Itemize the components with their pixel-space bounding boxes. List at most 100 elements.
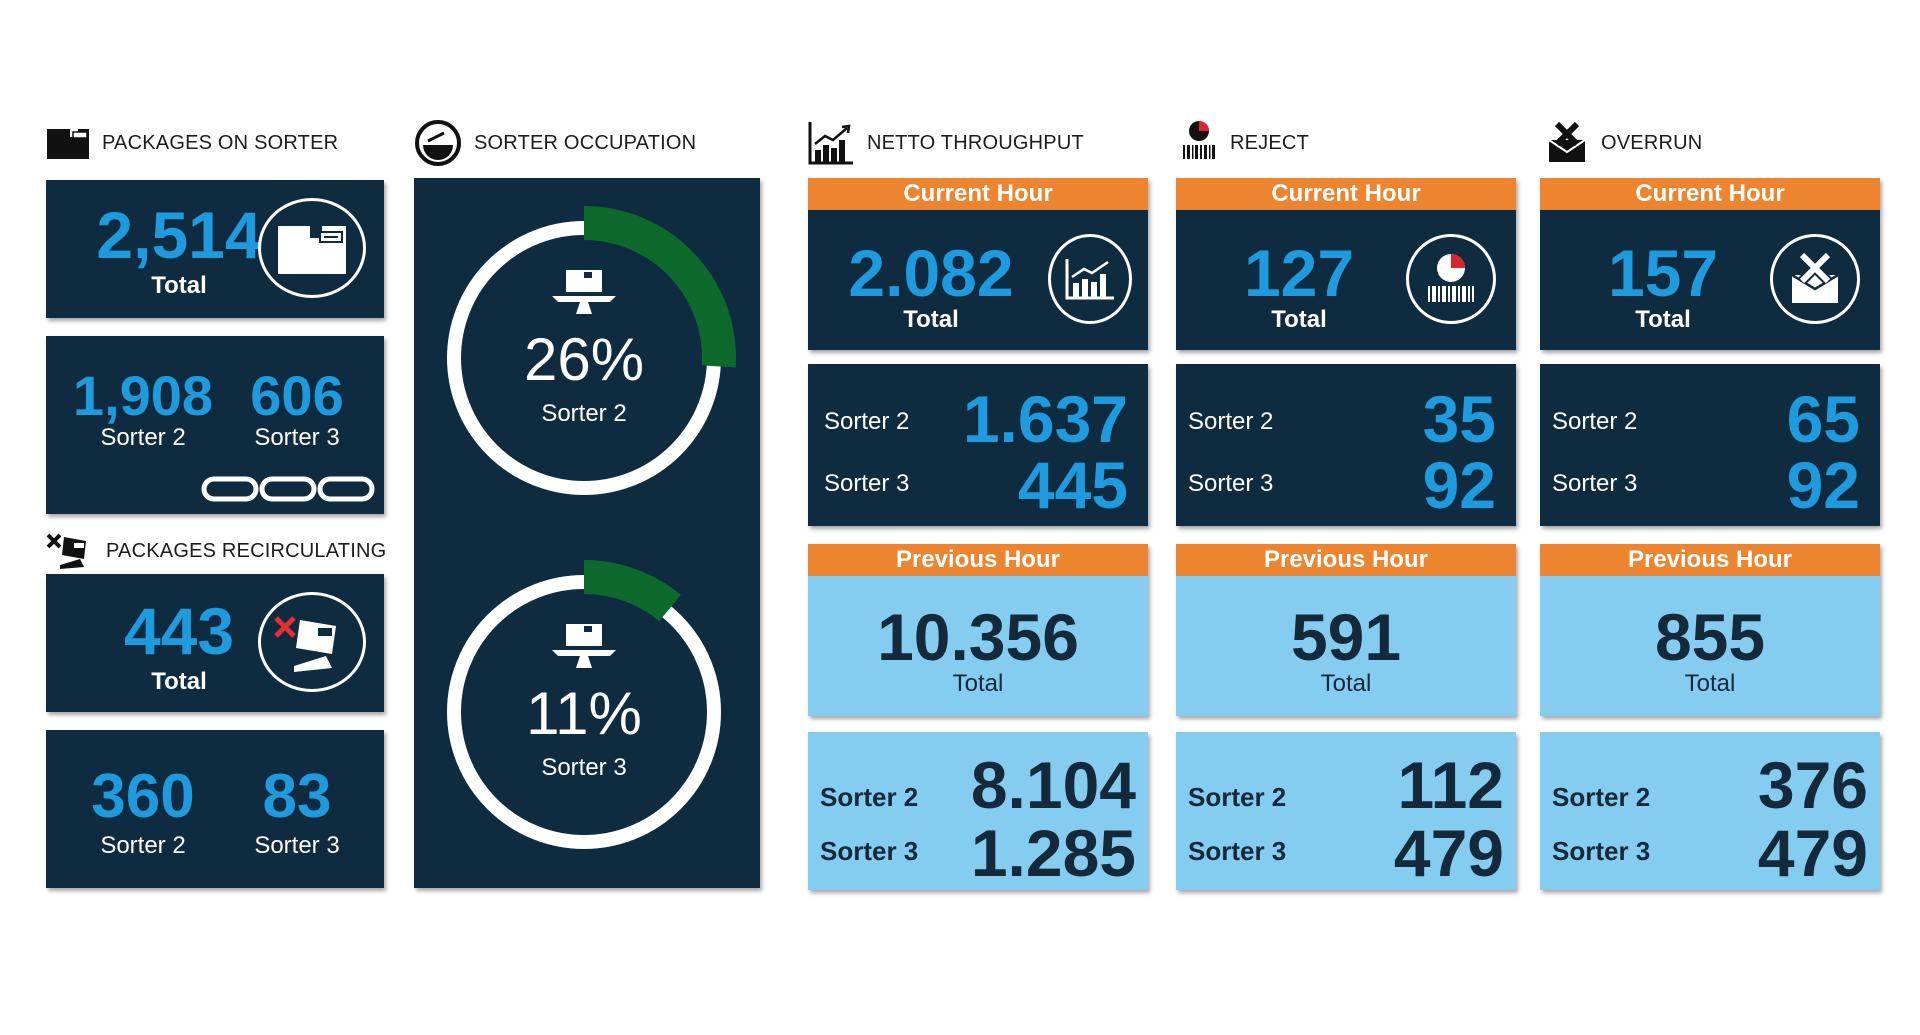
packages-sorter3-value: 606: [250, 364, 344, 427]
sorter-occupation-panel: 26% Sorter 2 11% Sorter 3: [414, 178, 760, 888]
reject-previous-title: Previous Hour: [1176, 544, 1516, 576]
reject-previous-s2-label: Sorter 2: [1188, 782, 1287, 812]
reject-previous-s2-value: 112: [1397, 748, 1504, 822]
netto-previous-total-label: Total: [952, 670, 1004, 697]
sorter3-occupation-percent: 11%: [526, 680, 642, 747]
netto-current-title: Current Hour: [808, 178, 1148, 210]
packages-sorter2-label: Sorter 2: [100, 424, 186, 451]
overrun-previous-s2-value: 376: [1757, 748, 1868, 822]
reject-current-panel: Current Hour 127 Total: [1176, 178, 1516, 350]
recirculating-total-panel: 443 Total: [46, 574, 384, 712]
netto-current-s3-value: 445: [1017, 448, 1128, 522]
overrun-previous-s3-value: 479: [1757, 816, 1868, 890]
recirculating-sorter3-label: Sorter 3: [254, 832, 340, 859]
sorter3-occupation-label: Sorter 3: [541, 754, 627, 781]
package-icon: [258, 198, 366, 298]
overrun-current-panel: Current Hour 157 Total: [1540, 178, 1880, 350]
throughput-icon: [1048, 234, 1132, 324]
reject-barcode-icon: [1183, 121, 1215, 159]
header-packages-recirculating: PACKAGES RECIRCULATING: [46, 528, 386, 574]
reject-previous-s3-label: Sorter 3: [1188, 836, 1287, 866]
sorter2-occupation-label: Sorter 2: [541, 400, 627, 427]
header-title: PACKAGES ON SORTER: [102, 131, 339, 154]
sorter-loop-icon: [201, 476, 375, 502]
overrun-previous-split-panel: Sorter 2 376 Sorter 3 479: [1540, 732, 1880, 890]
netto-current-total: 2.082: [848, 236, 1014, 310]
package-icon: [47, 129, 89, 159]
netto-previous-title: Previous Hour: [808, 544, 1148, 576]
recirculating-split-panel: 360 Sorter 2 83 Sorter 3: [46, 730, 384, 888]
overrun-current-split-panel: Sorter 2 65 Sorter 3 92: [1540, 364, 1880, 526]
packages-total-value: 2,514: [96, 198, 262, 272]
header-netto-throughput: NETTO THROUGHPUT: [807, 120, 1084, 166]
header-title: PACKAGES RECIRCULATING: [106, 539, 387, 562]
sorter3-icon: [552, 624, 616, 668]
netto-previous-s2-value: 8.104: [970, 748, 1136, 822]
reject-previous-s3-value: 479: [1393, 816, 1504, 890]
packages-on-sorter-total-panel: 2,514 Total: [46, 180, 384, 318]
packages-on-sorter-split-panel: 1,908 Sorter 2 606 Sorter 3: [46, 336, 384, 514]
packages-sorter2-value: 1,908: [72, 364, 214, 427]
recirculating-package-icon: [46, 533, 86, 569]
reject-previous-split-panel: Sorter 2 112 Sorter 3 479: [1176, 732, 1516, 890]
overrun-current-s3-label: Sorter 3: [1552, 470, 1638, 497]
netto-total-label: Total: [903, 306, 959, 333]
recirculating-sorter2-label: Sorter 2: [100, 832, 186, 859]
recirculating-total-value: 443: [123, 594, 235, 668]
netto-current-split-panel: Sorter 2 1.637 Sorter 3 445: [808, 364, 1148, 526]
header-title: OVERRUN: [1601, 131, 1703, 154]
overrun-previous-total-label: Total: [1684, 670, 1736, 697]
overrun-previous-s3-label: Sorter 3: [1552, 836, 1651, 866]
header-sorter-occupation: SORTER OCCUPATION: [414, 120, 696, 166]
sorter2-gauge-fill: [584, 206, 736, 368]
recirculating-sorter3-value: 83: [262, 762, 332, 831]
overrun-current-title: Current Hour: [1540, 178, 1880, 210]
netto-current-panel: Current Hour 2.082 Total: [808, 178, 1148, 350]
gauge-icon: [415, 120, 461, 166]
overrun-previous-panel: Previous Hour 855 Total: [1540, 544, 1880, 716]
header-title: SORTER OCCUPATION: [474, 131, 697, 154]
bar-chart-icon: [808, 122, 853, 165]
overrun-previous-s2-label: Sorter 2: [1552, 782, 1651, 812]
reject-previous-panel: Previous Hour 591 Total: [1176, 544, 1516, 716]
netto-previous-panel: Previous Hour 10.356 Total: [808, 544, 1148, 716]
overrun-current-s2-label: Sorter 2: [1552, 408, 1638, 435]
reject-current-total: 127: [1243, 236, 1355, 310]
netto-previous-s2-label: Sorter 2: [820, 782, 919, 812]
netto-previous-s3-label: Sorter 3: [820, 836, 919, 866]
recirculating-total-label: Total: [151, 668, 207, 695]
netto-previous-total: 10.356: [877, 600, 1079, 674]
reject-previous-total-label: Total: [1320, 670, 1372, 697]
occupation-gauges: [447, 206, 736, 849]
header-reject: REJECT: [1180, 120, 1309, 166]
reject-current-s2-value: 35: [1422, 382, 1496, 456]
reject-current-s3-value: 92: [1422, 448, 1496, 522]
netto-previous-split-panel: Sorter 2 8.104 Sorter 3 1.285: [808, 732, 1148, 890]
reject-icon: [1406, 234, 1496, 324]
sorter2-occupation-percent: 26%: [523, 326, 645, 393]
header-title: REJECT: [1230, 131, 1309, 154]
packages-sorter3-label: Sorter 3: [254, 424, 340, 451]
header-packages-on-sorter: PACKAGES ON SORTER: [46, 120, 338, 166]
netto-current-s2-label: Sorter 2: [824, 408, 910, 435]
overrun-current-s3-value: 92: [1786, 448, 1860, 522]
reject-total-label: Total: [1271, 306, 1327, 333]
reject-previous-total: 591: [1290, 600, 1402, 674]
recirculating-sorter2-value: 360: [91, 762, 195, 831]
overrun-current-s2-value: 65: [1786, 382, 1860, 456]
netto-previous-s3-value: 1.285: [970, 816, 1136, 890]
reject-current-split-panel: Sorter 2 35 Sorter 3 92: [1176, 364, 1516, 526]
netto-current-s2-value: 1.637: [962, 382, 1128, 456]
overrun-previous-title: Previous Hour: [1540, 544, 1880, 576]
reject-current-s2-label: Sorter 2: [1188, 408, 1274, 435]
packages-total-label: Total: [151, 272, 207, 299]
overrun-current-total: 157: [1607, 236, 1719, 310]
overrun-previous-total: 855: [1654, 600, 1766, 674]
overrun-package-icon: [1548, 121, 1586, 162]
header-overrun: OVERRUN: [1545, 120, 1702, 166]
recirculating-icon: [258, 592, 366, 692]
sorter2-icon: [552, 270, 616, 314]
sorter3-gauge-fill: [584, 560, 681, 622]
overrun-total-label: Total: [1635, 306, 1691, 333]
reject-current-s3-label: Sorter 3: [1188, 470, 1274, 497]
